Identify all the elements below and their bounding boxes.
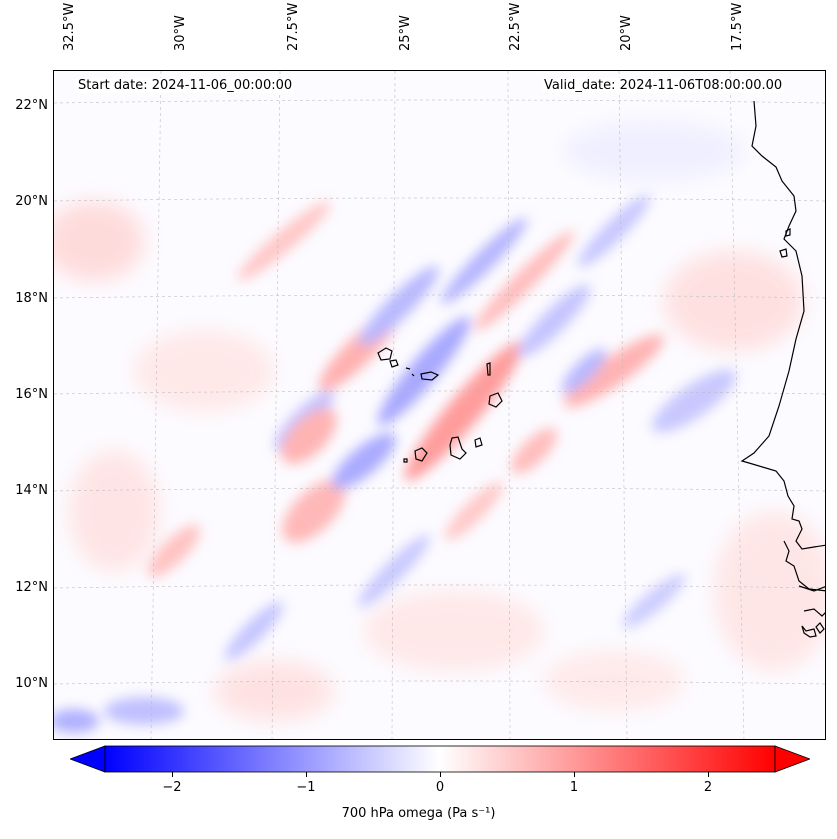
lat-label-22n: 22°N — [15, 98, 48, 113]
colorbar-tickmark-2 — [708, 772, 709, 777]
lat-label-10n: 10°N — [15, 676, 48, 691]
valid-date-label: Valid_date: 2024-11-06T08:00:00.00 — [542, 78, 785, 93]
colorbar-gradient — [104, 745, 776, 773]
lon-label-27-5w: 27.5°W — [286, 2, 301, 51]
colorbar-min-extend — [70, 745, 106, 773]
lat-label-14n: 14°N — [15, 483, 48, 498]
colorbar-tick-2: 2 — [703, 780, 713, 795]
lat-label-16n: 16°N — [15, 387, 48, 402]
colorbar-tick-0: 0 — [435, 780, 445, 795]
map-panel — [53, 70, 826, 740]
omega-colorbar — [70, 745, 810, 773]
colorbar-tickmark-m1 — [306, 772, 307, 777]
lat-label-18n: 18°N — [15, 291, 48, 306]
omega-field-map — [54, 71, 825, 739]
lon-label-22-5w: 22.5°W — [508, 2, 523, 51]
lon-label-20w: 20°W — [619, 15, 634, 51]
colorbar-tick-m2: −2 — [162, 780, 182, 795]
start-date-label: Start date: 2024-11-06_00:00:00 — [76, 78, 295, 93]
colorbar-tick-1: 1 — [569, 780, 579, 795]
colorbar-tickmark-1 — [574, 772, 575, 777]
omega-shading-broad — [54, 121, 825, 721]
lon-label-30w: 30°W — [173, 15, 188, 51]
colorbar-max-extend — [774, 745, 810, 773]
graticule — [54, 71, 825, 739]
africa-coastline — [740, 100, 825, 638]
omega-shading-bands — [54, 194, 736, 733]
lon-label-25w: 25°W — [398, 15, 413, 51]
lat-label-12n: 12°N — [15, 580, 48, 595]
lon-label-17-5w: 17.5°W — [730, 2, 745, 51]
cape-verde-islands — [377, 347, 503, 463]
colorbar-tickmark-m2 — [172, 772, 173, 777]
colorbar-tickmark-0 — [440, 772, 441, 777]
colorbar-label: 700 hPa omega (Pa s⁻¹) — [341, 806, 496, 821]
colorbar-tick-m1: −1 — [296, 780, 316, 795]
lon-label-32-5w: 32.5°W — [62, 2, 77, 51]
lat-label-20n: 20°N — [15, 194, 48, 209]
